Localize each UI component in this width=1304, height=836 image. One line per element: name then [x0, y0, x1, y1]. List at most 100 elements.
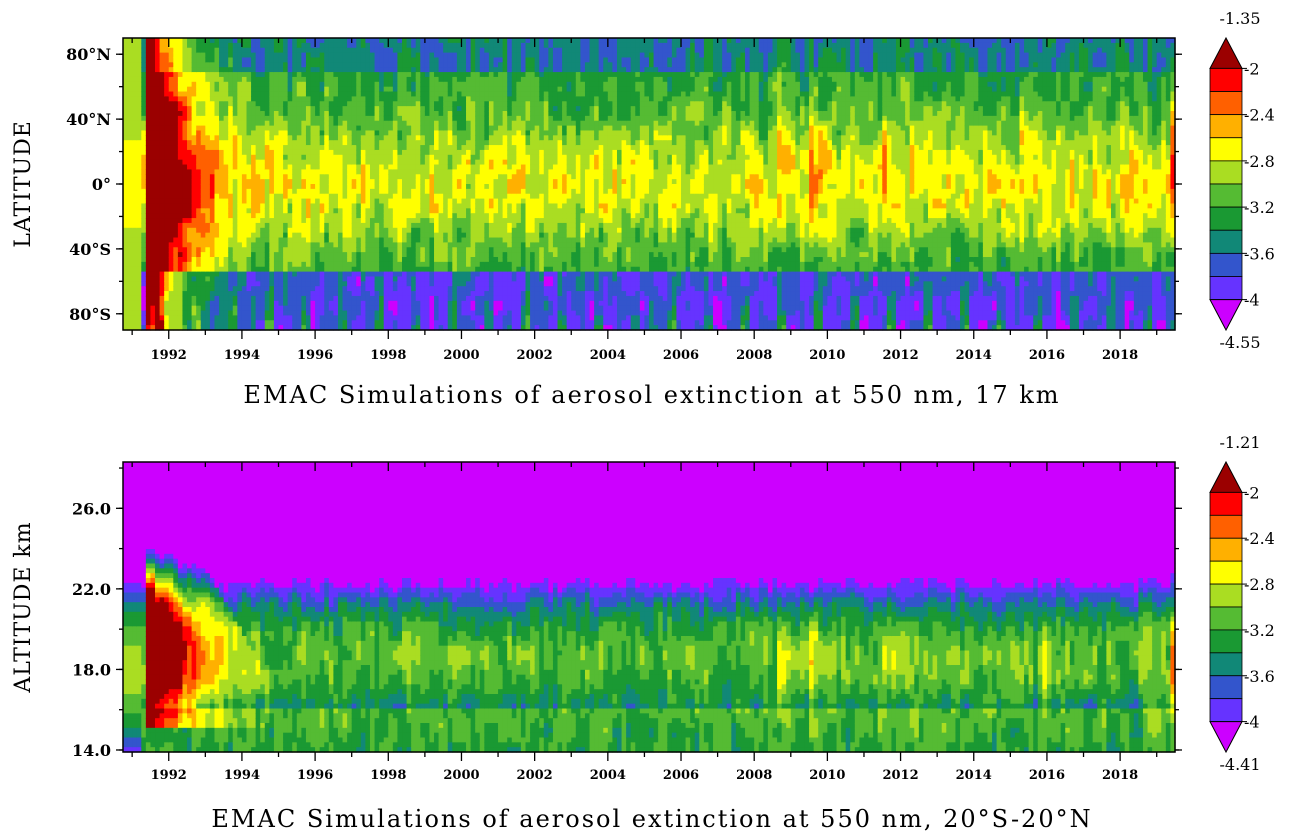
heatmap-cell	[265, 218, 270, 223]
heatmap-cell	[205, 77, 210, 82]
heatmap-cell	[205, 155, 210, 160]
heatmap-cell	[283, 320, 288, 325]
heatmap-cell	[192, 77, 197, 82]
heatmap-cell	[333, 242, 338, 247]
heatmap-cell	[352, 77, 357, 82]
heatmap-cell	[311, 140, 316, 145]
heatmap-cell	[343, 101, 348, 106]
heatmap-cell	[297, 130, 302, 135]
heatmap-cell	[219, 276, 224, 281]
heatmap-cell	[160, 252, 165, 257]
heatmap-cell	[214, 194, 219, 199]
heatmap-cell	[224, 165, 229, 170]
heatmap-cell	[256, 145, 261, 150]
heatmap-cell	[160, 135, 165, 140]
heatmap-cell	[256, 121, 261, 126]
heatmap-cell	[329, 82, 334, 87]
heatmap-cell	[150, 320, 155, 325]
heatmap-cell	[260, 315, 265, 320]
heatmap-cell	[123, 111, 128, 116]
heatmap-cell	[306, 121, 311, 126]
heatmap-cell	[169, 121, 174, 126]
heatmap-cell	[311, 111, 316, 116]
heatmap-cell	[333, 291, 338, 296]
heatmap-cell	[150, 160, 155, 165]
heatmap-cell	[256, 106, 261, 111]
heatmap-cell	[160, 62, 165, 67]
heatmap-cell	[150, 242, 155, 247]
heatmap-cell	[123, 262, 128, 267]
heatmap-cell	[306, 135, 311, 140]
heatmap-cell	[269, 291, 274, 296]
heatmap-cell	[265, 252, 270, 257]
heatmap-cell	[123, 145, 128, 150]
heatmap-cell	[224, 267, 229, 272]
heatmap-cell	[269, 150, 274, 155]
heatmap-cell	[187, 238, 192, 243]
heatmap-cell	[137, 111, 142, 116]
heatmap-cell	[292, 208, 297, 213]
heatmap-cell	[265, 174, 270, 179]
heatmap-cell	[343, 184, 348, 189]
heatmap-cell	[128, 43, 133, 48]
heatmap-cell	[219, 257, 224, 262]
heatmap-cell	[132, 126, 137, 131]
heatmap-cell	[288, 179, 293, 184]
heatmap-cell	[301, 87, 306, 92]
heatmap-cell	[315, 189, 320, 194]
heatmap-cell	[128, 238, 133, 243]
heatmap-cell	[274, 252, 279, 257]
heatmap-cell	[347, 233, 352, 238]
heatmap-cell	[260, 306, 265, 311]
heatmap-cell	[224, 92, 229, 97]
heatmap-cell	[288, 111, 293, 116]
heatmap-cell	[260, 135, 265, 140]
heatmap-cell	[274, 184, 279, 189]
heatmap-cell	[338, 203, 343, 208]
heatmap-cell	[164, 174, 169, 179]
heatmap-cell	[352, 233, 357, 238]
heatmap-cell	[123, 155, 128, 160]
heatmap-cell	[160, 233, 165, 238]
heatmap-cell	[192, 101, 197, 106]
heatmap-cell	[182, 281, 187, 286]
heatmap-cell	[160, 57, 165, 62]
heatmap-cell	[320, 121, 325, 126]
heatmap-cell	[205, 57, 210, 62]
heatmap-cell	[132, 38, 137, 43]
heatmap-cell	[320, 101, 325, 106]
heatmap-cell	[141, 276, 146, 281]
heatmap-cell	[324, 140, 329, 145]
heatmap-cell	[343, 126, 348, 131]
heatmap-cell	[306, 106, 311, 111]
heatmap-cell	[333, 130, 338, 135]
heatmap-cell	[141, 92, 146, 97]
heatmap-cell	[233, 267, 238, 272]
heatmap-cell	[297, 208, 302, 213]
heatmap-cell	[269, 38, 274, 43]
heatmap-cell	[228, 184, 233, 189]
heatmap-cell	[132, 67, 137, 72]
heatmap-cell	[283, 135, 288, 140]
heatmap-cell	[187, 96, 192, 101]
heatmap-cell	[279, 276, 284, 281]
heatmap-cell	[233, 43, 238, 48]
heatmap-cell	[224, 247, 229, 252]
heatmap-cell	[356, 53, 361, 58]
heatmap-cell	[333, 43, 338, 48]
heatmap-cell	[269, 189, 274, 194]
heatmap-cell	[164, 194, 169, 199]
heatmap-cell	[356, 228, 361, 233]
heatmap-cell	[288, 62, 293, 67]
heatmap-cell	[128, 242, 133, 247]
heatmap-cell	[361, 286, 366, 291]
heatmap-cell	[333, 67, 338, 72]
heatmap-cell	[352, 257, 357, 262]
heatmap-cell	[352, 48, 357, 53]
heatmap-cell	[256, 111, 261, 116]
heatmap-cell	[228, 281, 233, 286]
heatmap-cell	[173, 150, 178, 155]
heatmap-cell	[256, 155, 261, 160]
heatmap-cell	[196, 62, 201, 67]
heatmap-cell	[315, 140, 320, 145]
